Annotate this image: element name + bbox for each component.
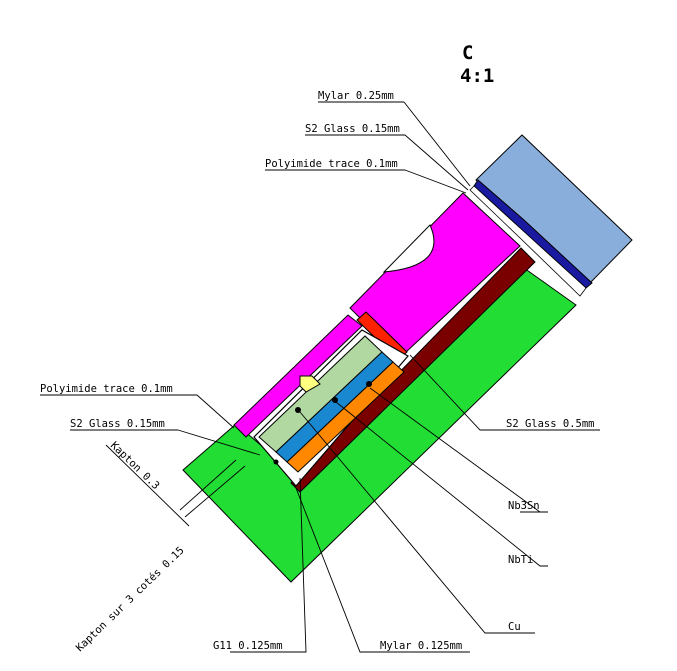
label-mylar-bottom: Mylar 0.125mm <box>380 640 462 652</box>
label-polyimide-top: Polyimide trace 0.1mm <box>265 158 398 170</box>
label-kapton-3-sides: Kapton sur 3 cotés 0.15 <box>74 545 187 655</box>
label-s2-glass-left: S2 Glass 0.15mm <box>70 418 165 430</box>
round-notch <box>382 224 435 273</box>
label-s2-glass-right: S2 Glass 0.5mm <box>506 418 595 430</box>
yellow-wedge <box>299 375 321 393</box>
label-kapton-03: Kapton 0.3 <box>108 440 162 493</box>
cu-dot <box>366 381 372 387</box>
label-nbti: NbTi <box>508 554 533 566</box>
magenta-lower-block <box>233 314 363 438</box>
label-polyimide-left: Polyimide trace 0.1mm <box>40 383 173 395</box>
nbti-dot <box>332 397 338 403</box>
g11-dot <box>273 459 279 465</box>
label-nb3sn: Nb3Sn <box>508 500 540 512</box>
nb3sn-dot <box>295 407 301 413</box>
label-s2-glass-top: S2 Glass 0.15mm <box>305 123 400 135</box>
label-g11: G11 0.125mm <box>213 640 283 652</box>
view-scale: 4:1 <box>460 65 494 87</box>
dark-red-channel <box>290 247 536 493</box>
s2-glass-layer-top <box>469 185 587 297</box>
label-mylar-top: Mylar 0.25mm <box>318 90 394 102</box>
label-cu: Cu <box>508 621 521 633</box>
view-letter: C <box>462 42 473 64</box>
cu-strand <box>286 361 405 473</box>
